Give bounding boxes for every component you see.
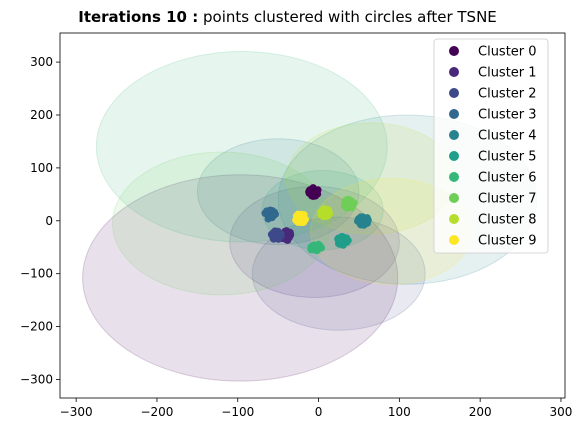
legend-label: Cluster 5 [478,150,537,165]
x-tick-label: 0 [315,405,323,419]
legend-label: Cluster 9 [478,234,537,249]
data-point [263,207,271,215]
legend-marker [449,235,459,245]
chart-title-rest: points clustered with circles after TSNE [203,8,497,26]
data-point [357,221,365,229]
plot-frame [59,32,566,399]
cluster-circle [251,216,426,331]
legend-label: Cluster 7 [478,192,537,207]
legend-marker [449,67,459,77]
y-tick-label: −100 [20,267,53,281]
cluster-points-layer [261,184,372,255]
legend-label: Cluster 8 [478,213,537,228]
chart-title-bold: Iterations 10 : [78,8,199,26]
data-point [309,184,317,192]
legend-label: Cluster 6 [478,171,537,186]
legend-label: Cluster 0 [478,45,537,60]
y-tick-label: 300 [30,55,53,69]
x-tick-label: 100 [388,405,411,419]
y-tick-label: 0 [45,214,53,228]
y-tick-label: 100 [30,161,53,175]
legend: Cluster 0 Cluster 1 Cluster 2 Cluster 3 Clus… [433,38,549,254]
data-point [359,213,367,221]
legend-marker [449,88,459,98]
legend-label: Cluster 3 [478,108,537,123]
data-point [294,215,302,223]
legend-label: Cluster 1 [478,66,537,81]
legend-marker [449,130,459,140]
data-point [312,245,320,254]
x-axis-ticks: −300 −200 −100 0 100 200 300 [60,398,573,419]
x-tick-label: 300 [550,405,573,419]
x-tick-label: 200 [469,405,492,419]
cluster-circle [112,151,332,296]
y-tick-label: 200 [30,108,53,122]
data-point [271,210,279,218]
legend-marker [449,214,459,224]
data-point [336,237,344,245]
legend-marker [449,46,459,56]
data-point [350,199,358,207]
chart-title: Iterations 10 : points clustered with ci… [0,8,575,26]
data-point [319,205,328,213]
legend-label: Cluster 4 [478,129,537,144]
legend-marker [449,193,459,203]
cluster-circle [196,138,360,246]
y-axis-ticks: −300 −200 −100 0 100 200 300 [20,55,60,386]
legend-box [433,38,549,254]
x-tick-label: −200 [140,405,173,419]
legend-marker [449,172,459,182]
data-point [285,228,293,237]
legend-label: Cluster 2 [478,87,537,102]
legend-marker [449,151,459,161]
x-tick-label: −100 [221,405,254,419]
data-point [272,233,281,241]
y-tick-label: −300 [20,372,53,386]
data-point [344,236,352,245]
legend-marker [449,109,459,119]
cluster-circle [82,174,399,382]
x-tick-label: −300 [60,405,93,419]
y-tick-label: −200 [20,320,53,334]
data-point [344,201,352,209]
